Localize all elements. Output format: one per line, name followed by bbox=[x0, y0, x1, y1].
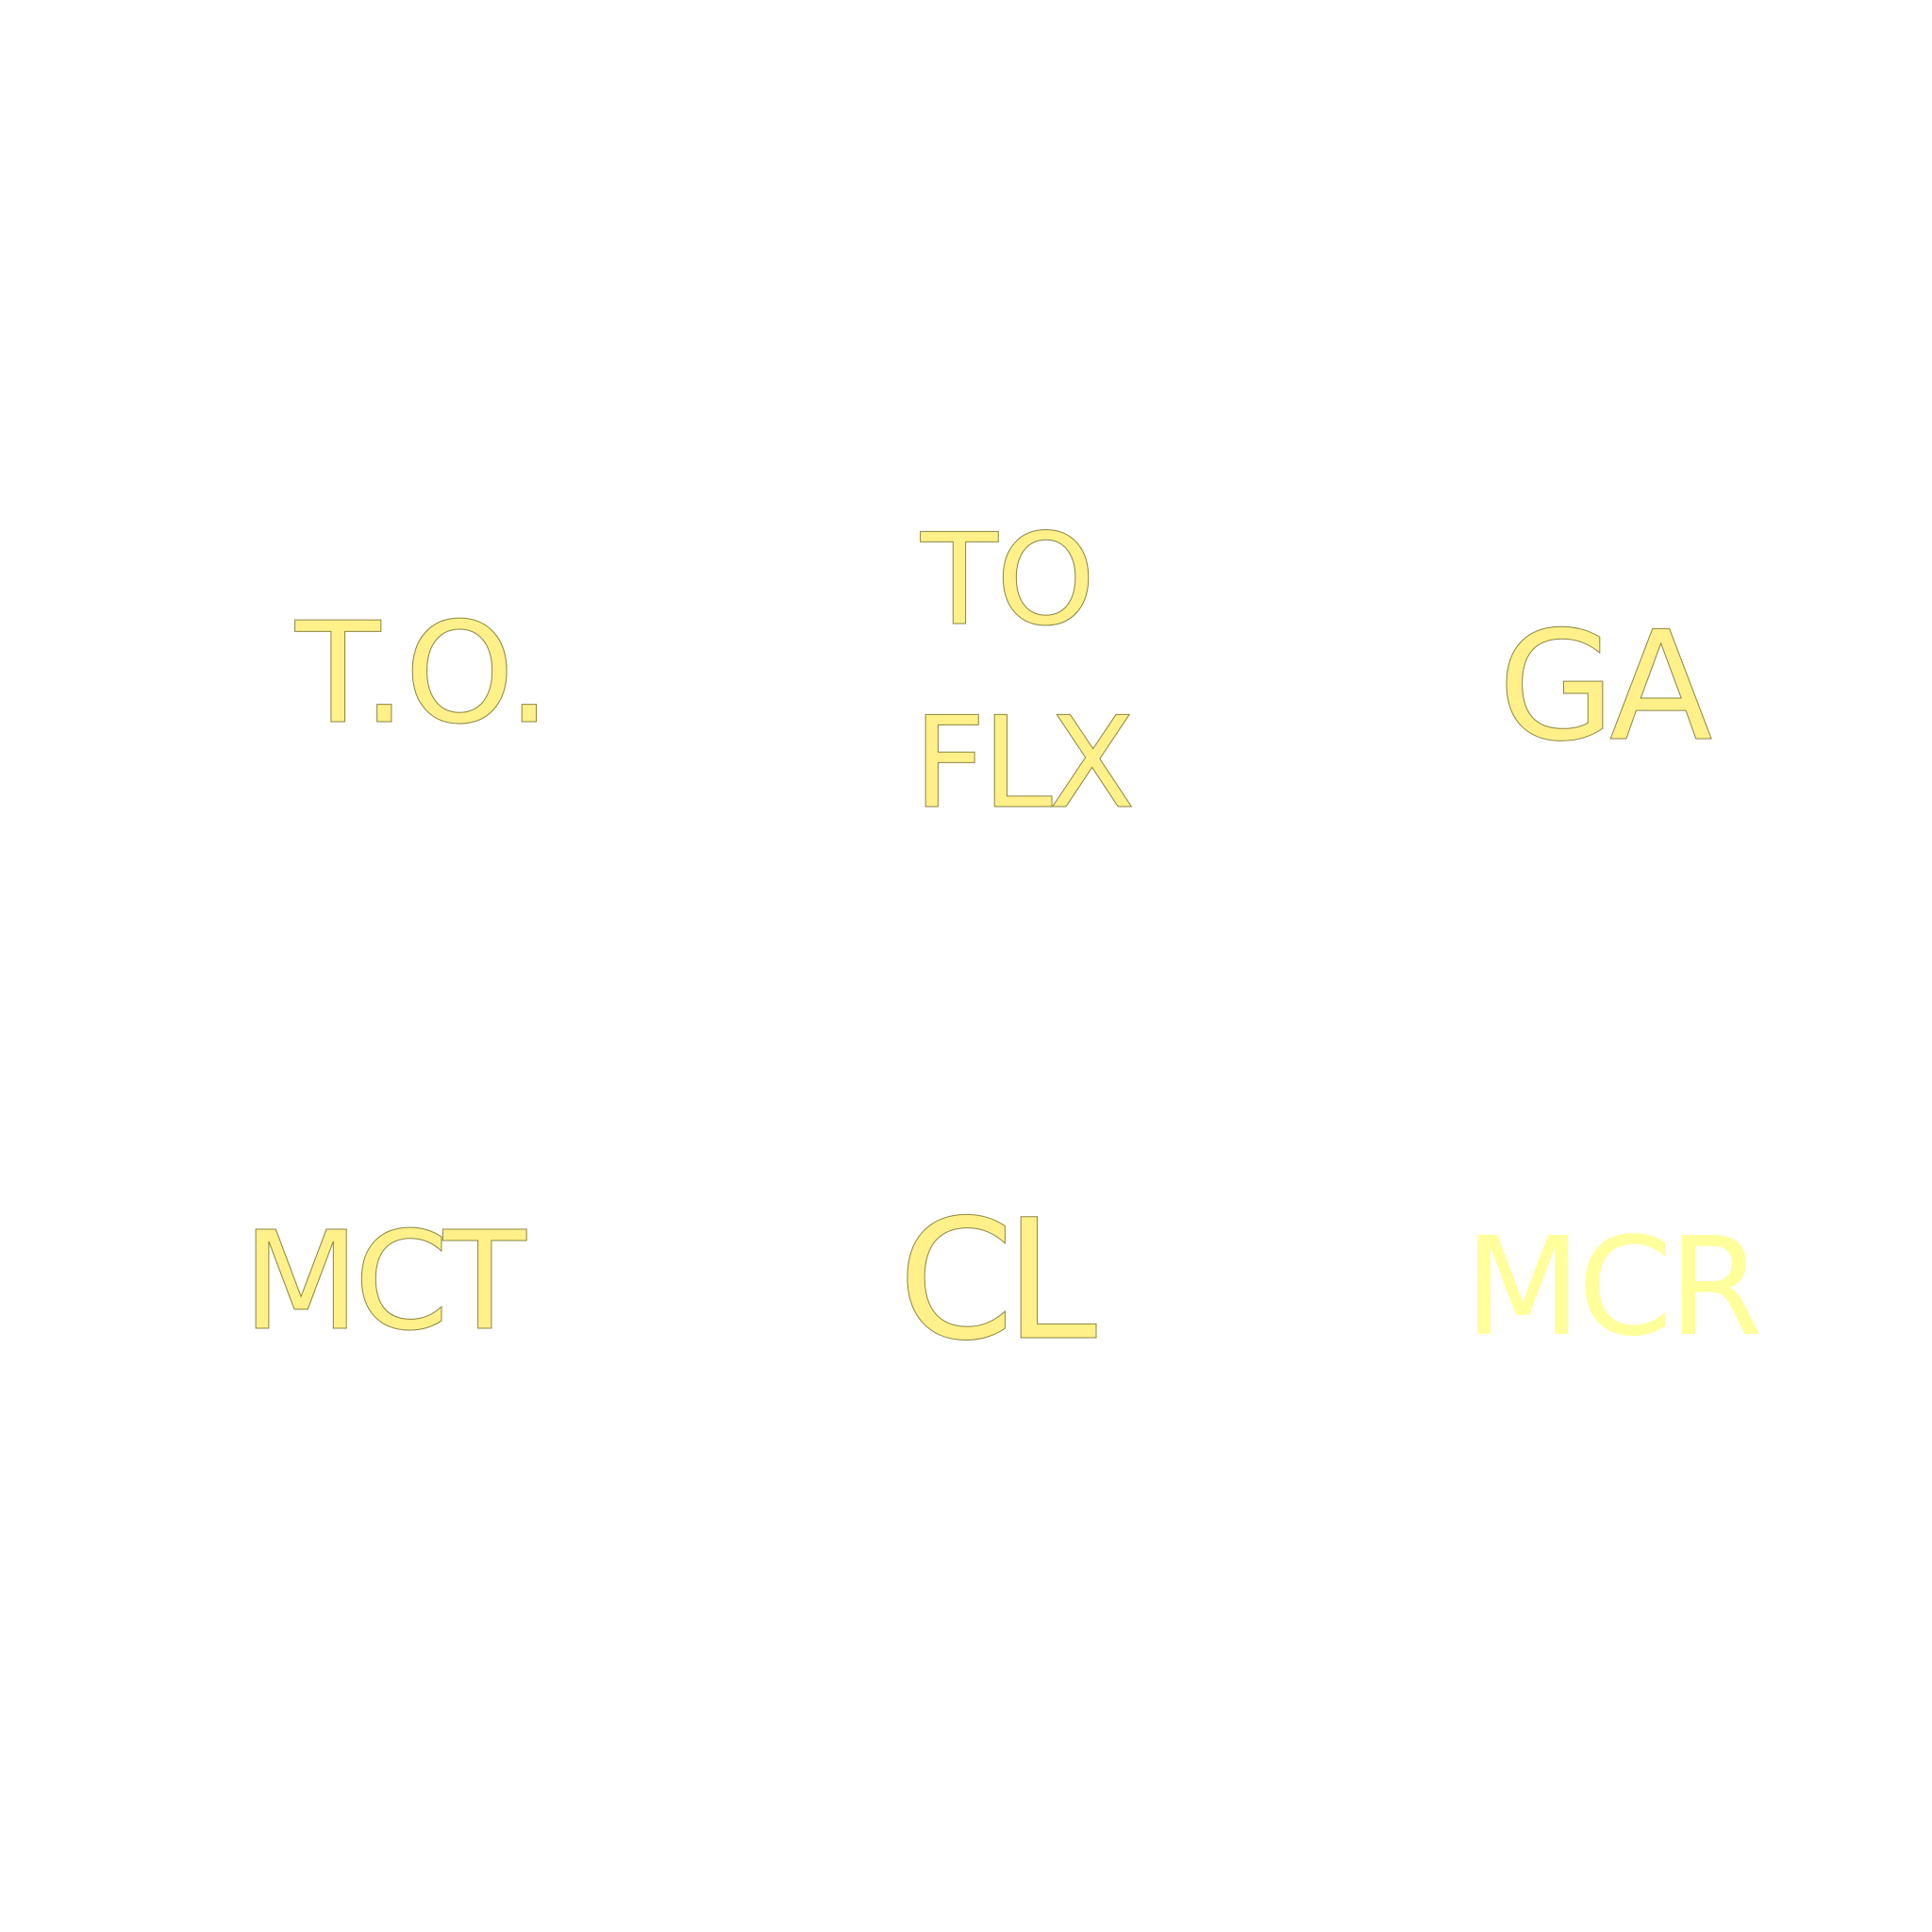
label-flx: FLX bbox=[913, 690, 1137, 837]
label-t-o: T.O. bbox=[294, 592, 551, 755]
label-mcr: MCR bbox=[1464, 1208, 1763, 1366]
label-mct: MCT bbox=[242, 1202, 527, 1360]
label-ga: GA bbox=[1497, 598, 1712, 774]
label-to: TO bbox=[920, 507, 1095, 654]
label-cl: CL bbox=[898, 1184, 1098, 1377]
